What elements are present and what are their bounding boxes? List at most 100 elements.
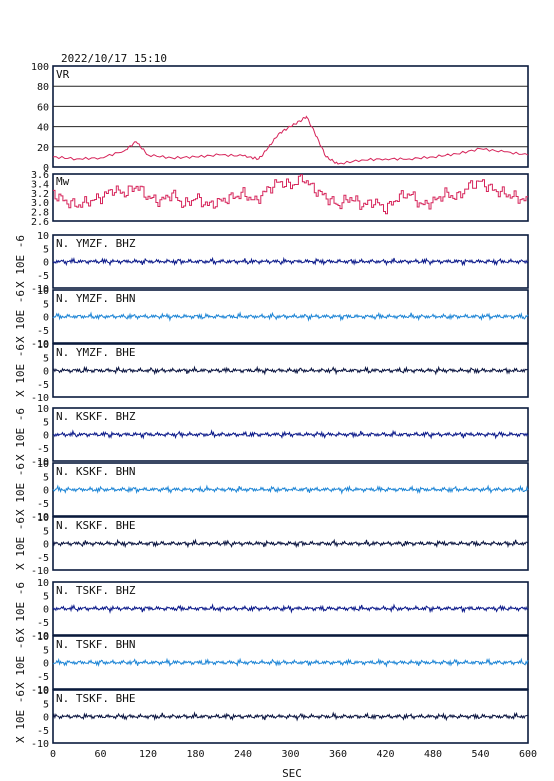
wave-unit-label: X 10E -6	[14, 636, 27, 689]
wave-ytick: 0	[43, 431, 49, 442]
wave-unit-label: X 10E -6	[14, 408, 27, 461]
vr-ytick: 0	[43, 163, 49, 174]
wave-ytick: 10	[37, 578, 49, 589]
wave-station-label: N. KSKF. BHZ	[56, 410, 136, 423]
wave-ytick: -5	[37, 326, 49, 337]
wave-ytick: -10	[31, 457, 49, 468]
wave-panel: 10 5 0 -5 -10 N. TSKF. BHZ X 10E -6	[14, 578, 529, 642]
vr-panel: 100 80 60 40 20 0 VR	[31, 62, 529, 174]
wave-ytick: 0	[43, 540, 49, 551]
wave-panel: 10 5 0 -5 -10 N. YMZF. BHE X 10E -6	[14, 340, 529, 404]
x-tick-label: 600	[519, 749, 537, 760]
wave-station-label: N. TSKF. BHN	[56, 638, 135, 651]
wave-unit-label: X 10E -6	[14, 463, 27, 516]
wave-ytick: -5	[37, 380, 49, 391]
x-tick-label: 240	[234, 749, 252, 760]
wave-ytick: -10	[31, 284, 49, 295]
wave-unit-label: X 10E -6	[14, 690, 27, 743]
wave-ytick: -10	[31, 566, 49, 577]
wave-ytick: 10	[37, 404, 49, 415]
wave-station-label: N. YMZF. BHZ	[56, 237, 136, 250]
wave-ytick: 0	[43, 659, 49, 670]
wave-ytick: 0	[43, 486, 49, 497]
wave-unit-label: X 10E -6	[14, 582, 27, 635]
wave-ytick: 0	[43, 313, 49, 324]
wave-ytick: -10	[31, 512, 49, 523]
vr-frame	[52, 65, 529, 168]
wave-ytick: 0	[43, 367, 49, 378]
wave-ytick: -5	[37, 271, 49, 282]
wave-ytick: 5	[43, 244, 49, 255]
wave-frame	[52, 289, 529, 344]
waveform-trace	[52, 711, 529, 722]
wave-unit-label: X 10E -6	[14, 235, 27, 288]
wave-station-label: N. YMZF. BHN	[56, 292, 135, 305]
wave-ytick: 0	[43, 258, 49, 269]
x-tick-label: 60	[94, 749, 106, 760]
wave-unit-label: X 10E -6	[14, 344, 27, 397]
wave-ytick: 5	[43, 699, 49, 710]
wave-ytick: -5	[37, 672, 49, 683]
x-tick-label: 360	[329, 749, 347, 760]
wave-ytick: -10	[31, 339, 49, 350]
x-axis-label: SEC	[282, 767, 302, 780]
x-tick-label: 120	[139, 749, 157, 760]
wave-panel: 10 5 0 -5 -10 N. KSKF. BHE X 10E -6	[14, 513, 529, 577]
wave-station-label: N. TSKF. BHZ	[56, 584, 136, 597]
wave-station-label: N. KSKF. BHE	[56, 519, 135, 532]
mw-ytick: 3.4	[31, 179, 49, 190]
wave-ytick: 5	[43, 417, 49, 428]
wave-frame	[52, 635, 529, 690]
wave-frame	[52, 516, 529, 571]
vr-ytick: 40	[37, 123, 49, 134]
wave-ytick: 5	[43, 645, 49, 656]
wave-ytick: 5	[43, 353, 49, 364]
wave-ytick: 0	[43, 713, 49, 724]
waveform-trace	[52, 256, 529, 267]
wave-ytick: 10	[37, 286, 49, 297]
wave-ytick: -5	[37, 726, 49, 737]
waveform-trace	[52, 603, 529, 614]
vr-ytick: 80	[37, 82, 49, 93]
wave-station-label: N. KSKF. BHN	[56, 465, 135, 478]
vr-label: VR	[56, 68, 70, 81]
x-tick-label: 420	[376, 749, 394, 760]
wave-ytick: 10	[37, 686, 49, 697]
wave-ytick: -5	[37, 499, 49, 510]
waveform-trace	[52, 657, 529, 668]
x-tick-label: 300	[281, 749, 299, 760]
wave-ytick: 10	[37, 632, 49, 643]
wave-ytick: 10	[37, 513, 49, 524]
wave-unit-label: X 10E -6	[14, 517, 27, 570]
wave-ytick: -10	[31, 685, 49, 696]
wave-ytick: 5	[43, 299, 49, 310]
wave-ytick: -5	[37, 553, 49, 564]
x-tick-label: 480	[424, 749, 442, 760]
wave-panel: 10 5 0 -5 -10 N. TSKF. BHE X 10E -6	[14, 686, 529, 750]
header-timestamp: 2022/10/17 15:10	[61, 52, 167, 65]
wave-station-label: N. TSKF. BHE	[56, 692, 135, 705]
wave-ytick: -10	[31, 739, 49, 750]
mw-ytick: 2.8	[31, 208, 49, 219]
wave-ytick: 10	[37, 231, 49, 242]
wave-ytick: -10	[31, 631, 49, 642]
mw-frame	[52, 173, 529, 222]
mw-label: Mw	[56, 175, 70, 188]
wave-ytick: 5	[43, 591, 49, 602]
wave-panel: 10 5 0 -5 -10 N. KSKF. BHN X 10E -6	[14, 459, 529, 523]
x-tick-label: 0	[50, 749, 56, 760]
mw-ytick: 3.2	[31, 189, 49, 200]
waveform-trace	[52, 311, 529, 322]
waveform-trace	[52, 429, 529, 440]
wave-ytick: 10	[37, 340, 49, 351]
wave-ytick: -10	[31, 393, 49, 404]
wave-ytick: 5	[43, 526, 49, 537]
vr-ytick: 60	[37, 102, 49, 113]
mw-ytick: 3.6	[31, 170, 49, 181]
mw-ytick: 2.6	[31, 217, 49, 228]
wave-panel: 10 5 0 -5 -10 N. TSKF. BHN X 10E -6	[14, 632, 529, 696]
x-tick-label: 180	[186, 749, 204, 760]
x-tick-label: 540	[471, 749, 489, 760]
wave-ytick: 5	[43, 472, 49, 483]
